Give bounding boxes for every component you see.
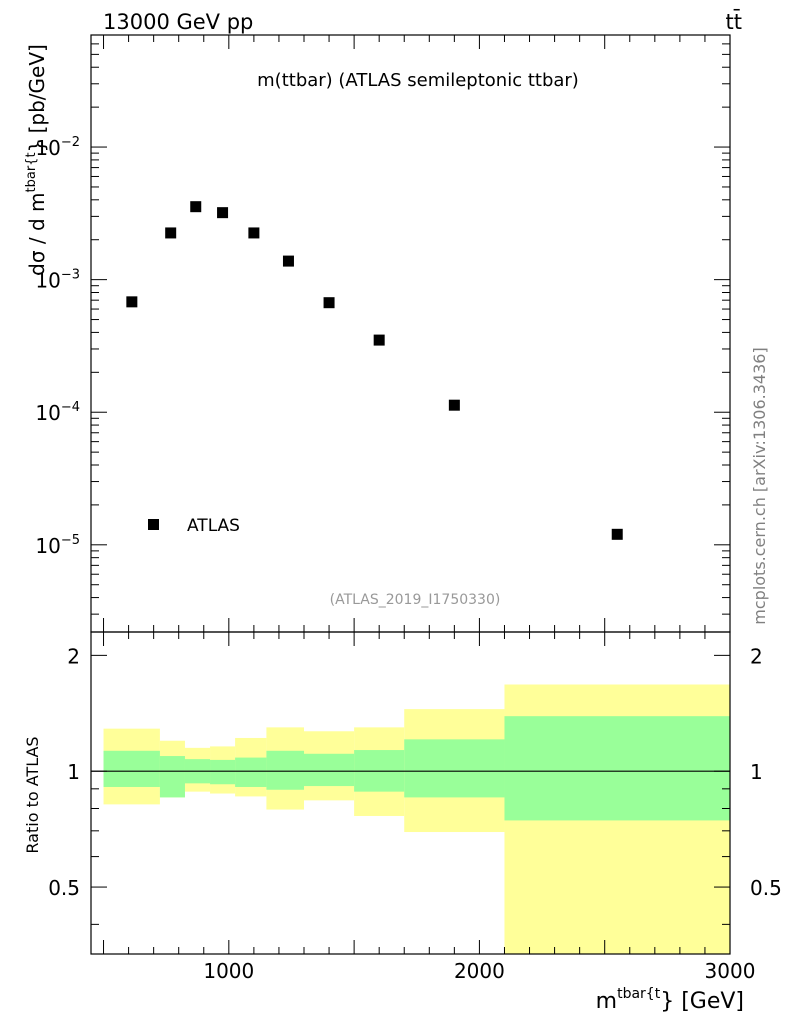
main-plot-ticks (91, 34, 731, 632)
data-point (611, 528, 623, 540)
y-tick-label: 10−4 (35, 400, 80, 425)
legend: ATLAS (148, 516, 240, 536)
uncertainty-bands (103, 684, 730, 954)
data-point (126, 296, 138, 308)
y-tick-label: 0.5 (48, 876, 80, 900)
data-point (190, 201, 202, 213)
y-tick-label: 2 (67, 644, 80, 668)
x-tick-label: 3000 (705, 959, 756, 983)
inner-band (103, 750, 160, 787)
x-tick-labels: 1000 2000 3000 (203, 959, 755, 983)
data-point (323, 297, 335, 309)
inner-band (235, 757, 267, 787)
y-tick-label-right: 2 (750, 644, 763, 668)
y-tick-label: 1 (67, 760, 80, 784)
y-tick-label-right: 1 (750, 760, 763, 784)
ratio-plot-frame (90, 631, 731, 955)
data-point (165, 227, 177, 239)
inner-band (210, 759, 236, 785)
y-tick-label: 10−3 (35, 268, 80, 293)
inner-band (304, 753, 355, 787)
x-tick-label: 2000 (454, 959, 505, 983)
inner-band (504, 716, 730, 821)
inner-band (266, 750, 304, 790)
process-label: tt̄ (726, 9, 742, 34)
ratio-plot-ytick-labels: 2 2 1 1 0.5 0.5 (48, 644, 782, 900)
main-y-axis-label: dσ / d mtbar{t} [pb/GeV] (24, 44, 49, 276)
inner-band (404, 739, 505, 798)
x-axis-label: mtbar{t} [GeV] (596, 986, 744, 1014)
main-plot-title: m(ttbar) (ATLAS semileptonic ttbar) (257, 70, 579, 91)
legend-marker (148, 519, 159, 530)
y-tick-label: 10−2 (35, 135, 80, 160)
inner-band (159, 756, 185, 798)
legend-label: ATLAS (187, 516, 240, 536)
ratio-y-axis-label: Ratio to ATLAS (23, 736, 42, 853)
source-watermark: mcplots.cern.ch [arXiv:1306.3436] (750, 347, 769, 624)
data-point (217, 207, 229, 219)
ratio-plot: 2 2 1 1 0.5 0.5 Ratio to ATLAS (23, 631, 782, 955)
analysis-label: (ATLAS_2019_I1750330) (330, 592, 501, 608)
main-plot-frame (90, 34, 731, 633)
data-point (248, 227, 260, 239)
y-tick-label: 10−5 (35, 533, 80, 558)
y-tick-label-right: 0.5 (750, 876, 782, 900)
x-tick-label: 1000 (203, 959, 254, 983)
main-plot-ytick-labels: 10−2 10−3 10−4 10−5 (35, 135, 80, 558)
energy-label: 13000 GeV pp (103, 10, 253, 34)
data-point (282, 255, 294, 267)
data-point (448, 399, 460, 411)
main-plot: m(ttbar) (ATLAS semileptonic ttbar) (ATL… (24, 34, 731, 633)
data-points (126, 201, 623, 540)
data-point (373, 334, 385, 346)
